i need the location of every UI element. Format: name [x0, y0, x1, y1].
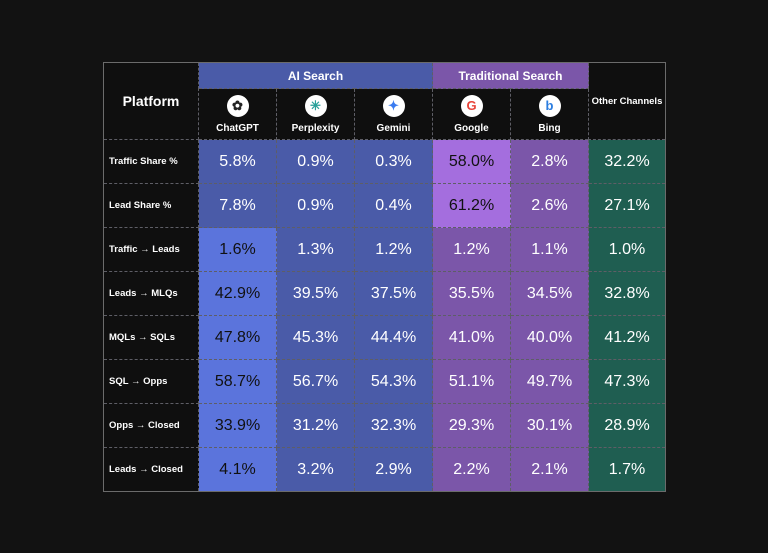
- metric-cell: 30.1%: [510, 403, 589, 448]
- platform-header-bing: b Bing: [510, 88, 589, 140]
- platform-name: Bing: [538, 123, 561, 134]
- metric-cell: 47.3%: [588, 359, 666, 404]
- metric-cell: 45.3%: [276, 315, 355, 360]
- row-label: MQLs → SQLs: [103, 315, 199, 360]
- platform-header-perplexity: ✳ Perplexity: [276, 88, 355, 140]
- metric-cell: 0.4%: [354, 183, 433, 228]
- row-label: Traffic Share %: [103, 139, 199, 184]
- traditional-search-group-header: Traditional Search: [432, 62, 589, 89]
- table-row: Opps → Closed 33.9% 31.2% 32.3% 29.3% 30.1% 28…: [103, 403, 666, 448]
- metric-cell: 1.1%: [510, 227, 589, 272]
- platform-name: Google: [454, 123, 489, 134]
- platform-name: ChatGPT: [216, 123, 259, 134]
- metric-cell: 3.2%: [276, 447, 355, 492]
- metric-cell: 58.7%: [198, 359, 277, 404]
- metric-cell: 1.6%: [198, 227, 277, 272]
- table-row: Leads → Closed 4.1% 3.2% 2.9% 2.2% 2.1% 1.7%: [103, 447, 666, 492]
- metric-cell: 37.5%: [354, 271, 433, 316]
- metric-cell: 29.3%: [432, 403, 511, 448]
- platform-header-gemini: ✦ Gemini: [354, 88, 433, 140]
- metric-cell: 4.1%: [198, 447, 277, 492]
- metric-cell: 1.7%: [588, 447, 666, 492]
- ai-search-group-header: AI Search: [198, 62, 433, 89]
- metric-cell: 34.5%: [510, 271, 589, 316]
- metric-cell: 39.5%: [276, 271, 355, 316]
- table-row: SQL → Opps 58.7% 56.7% 54.3% 51.1% 49.7% 47.3%: [103, 359, 666, 404]
- bing-icon: b: [538, 95, 561, 117]
- metric-cell: 2.9%: [354, 447, 433, 492]
- other-channels-header: Other Channels: [588, 62, 666, 140]
- metric-cell: 5.8%: [198, 139, 277, 184]
- gemini-icon: ✦: [382, 95, 405, 117]
- metric-cell: 35.5%: [432, 271, 511, 316]
- metric-cell: 58.0%: [432, 139, 511, 184]
- platform-name: Gemini: [376, 123, 411, 134]
- metric-cell: 32.3%: [354, 403, 433, 448]
- table-row: Leads → MLQs 42.9% 39.5% 37.5% 35.5% 34.5% 32.…: [103, 271, 666, 316]
- metric-cell: 2.6%: [510, 183, 589, 228]
- table-row: Traffic Share % 5.8% 0.9% 0.3% 58.0% 2.8% 32.2…: [103, 139, 666, 184]
- metric-cell: 54.3%: [354, 359, 433, 404]
- metric-cell: 0.3%: [354, 139, 433, 184]
- metric-cell: 7.8%: [198, 183, 277, 228]
- platform-name: Perplexity: [291, 123, 340, 134]
- metric-cell: 27.1%: [588, 183, 666, 228]
- table-row: Lead Share % 7.8% 0.9% 0.4% 61.2% 2.6% 27.1%: [103, 183, 666, 228]
- metric-cell: 40.0%: [510, 315, 589, 360]
- platform-header-google: G Google: [432, 88, 511, 140]
- metric-cell: 47.8%: [198, 315, 277, 360]
- metric-cell: 32.2%: [588, 139, 666, 184]
- metric-cell: 0.9%: [276, 139, 355, 184]
- metric-cell: 32.8%: [588, 271, 666, 316]
- metric-cell: 31.2%: [276, 403, 355, 448]
- metric-cell: 41.2%: [588, 315, 666, 360]
- metric-cell: 56.7%: [276, 359, 355, 404]
- metric-cell: 2.2%: [432, 447, 511, 492]
- metric-cell: 51.1%: [432, 359, 511, 404]
- table-row: MQLs → SQLs 47.8% 45.3% 44.4% 41.0% 40.0% 41.2…: [103, 315, 666, 360]
- google-icon: G: [460, 95, 483, 117]
- metric-cell: 41.0%: [432, 315, 511, 360]
- metric-cell: 44.4%: [354, 315, 433, 360]
- row-label: Opps → Closed: [103, 403, 199, 448]
- metric-cell: 33.9%: [198, 403, 277, 448]
- metric-cell: 28.9%: [588, 403, 666, 448]
- metric-cell: 0.9%: [276, 183, 355, 228]
- metric-cell: 49.7%: [510, 359, 589, 404]
- metric-cell: 1.3%: [276, 227, 355, 272]
- platform-comparison-table: Platform AI Search Traditional Search Ot…: [103, 62, 666, 492]
- metric-cell: 1.2%: [432, 227, 511, 272]
- perplexity-icon: ✳: [304, 95, 327, 117]
- metric-cell: 1.0%: [588, 227, 666, 272]
- platform-header-chatgpt: ✿ ChatGPT: [198, 88, 277, 140]
- row-label: Leads → MLQs: [103, 271, 199, 316]
- metric-cell: 2.1%: [510, 447, 589, 492]
- row-label: SQL → Opps: [103, 359, 199, 404]
- metric-cell: 61.2%: [432, 183, 511, 228]
- metric-cell: 1.2%: [354, 227, 433, 272]
- row-label: Leads → Closed: [103, 447, 199, 492]
- metric-cell: 42.9%: [198, 271, 277, 316]
- row-label: Traffic → Leads: [103, 227, 199, 272]
- platform-header: Platform: [103, 62, 199, 140]
- row-label: Lead Share %: [103, 183, 199, 228]
- metric-cell: 2.8%: [510, 139, 589, 184]
- table-row: Traffic → Leads 1.6% 1.3% 1.2% 1.2% 1.1% 1.0%: [103, 227, 666, 272]
- chatgpt-icon: ✿: [226, 95, 249, 117]
